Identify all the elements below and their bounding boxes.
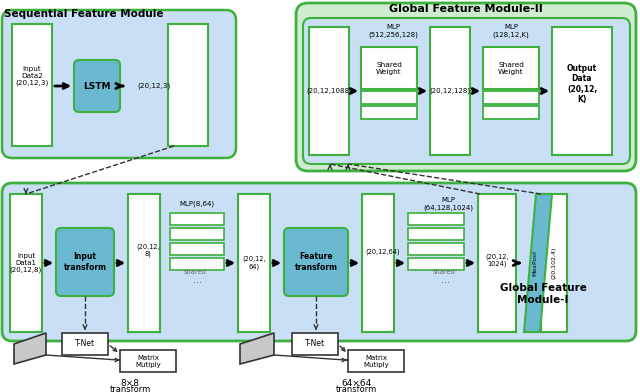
Text: ...: ... <box>442 275 451 285</box>
FancyBboxPatch shape <box>2 10 236 158</box>
Bar <box>170 258 224 270</box>
Bar <box>128 194 160 332</box>
FancyBboxPatch shape <box>303 18 630 164</box>
Text: shared: shared <box>433 269 456 275</box>
FancyBboxPatch shape <box>296 3 636 171</box>
Polygon shape <box>240 333 274 364</box>
Text: (20,12,
8): (20,12, 8) <box>136 243 160 257</box>
FancyBboxPatch shape <box>2 183 636 341</box>
Text: (20,12,
1024): (20,12, 1024) <box>485 253 509 267</box>
Text: MLP
(64,128,1024): MLP (64,128,1024) <box>423 197 473 211</box>
Text: (20,12,1088): (20,12,1088) <box>306 88 352 94</box>
Text: Output
Data
(20,12,
K): Output Data (20,12, K) <box>567 64 597 104</box>
Bar <box>478 194 516 332</box>
Bar <box>170 213 224 225</box>
Text: Input
transform: Input transform <box>63 252 106 272</box>
Bar <box>238 194 270 332</box>
Bar <box>541 194 567 332</box>
Bar <box>62 333 108 355</box>
Bar <box>408 213 464 225</box>
Text: T-Net: T-Net <box>75 339 95 348</box>
Text: 64×64: 64×64 <box>341 379 371 388</box>
Bar <box>12 24 52 146</box>
Text: Input
Data2
(20,12,3): Input Data2 (20,12,3) <box>15 66 49 86</box>
Text: Matrix
Mutiply: Matrix Mutiply <box>135 354 161 368</box>
Bar <box>483 47 539 89</box>
Polygon shape <box>14 333 46 364</box>
Text: Shared
Weight: Shared Weight <box>376 62 402 74</box>
Text: LSTM: LSTM <box>83 82 111 91</box>
Bar <box>552 27 612 155</box>
Text: shared: shared <box>184 269 207 275</box>
Text: Feature
transform: Feature transform <box>294 252 337 272</box>
Bar <box>120 350 176 372</box>
Text: MLP(8,64): MLP(8,64) <box>179 201 214 207</box>
Bar <box>170 228 224 240</box>
Text: (20,12,
64): (20,12, 64) <box>243 256 266 270</box>
Text: (20,12,64): (20,12,64) <box>365 249 400 255</box>
Text: T-Net: T-Net <box>305 339 325 348</box>
Text: Sequential Feature Module: Sequential Feature Module <box>4 9 163 19</box>
FancyBboxPatch shape <box>56 228 114 296</box>
Bar <box>483 91 539 104</box>
Bar <box>430 27 470 155</box>
Text: ...: ... <box>193 275 202 285</box>
Polygon shape <box>524 194 552 332</box>
Bar <box>10 194 42 332</box>
Bar <box>408 258 464 270</box>
Bar <box>348 350 404 372</box>
Bar <box>408 243 464 255</box>
Text: 8×8: 8×8 <box>120 379 140 388</box>
Text: transform: transform <box>335 385 376 392</box>
Text: MLP
(128,12,K): MLP (128,12,K) <box>493 24 529 38</box>
Bar <box>362 194 394 332</box>
Bar <box>292 333 338 355</box>
Bar <box>361 91 417 104</box>
FancyBboxPatch shape <box>284 228 348 296</box>
Bar <box>309 27 349 155</box>
FancyBboxPatch shape <box>74 60 120 112</box>
Bar <box>483 106 539 119</box>
Text: (20,12,128): (20,12,128) <box>429 88 470 94</box>
Bar <box>170 243 224 255</box>
Bar <box>168 24 208 146</box>
Text: Matrix
Mutiply: Matrix Mutiply <box>363 354 389 368</box>
Text: (20,12,3): (20,12,3) <box>138 83 171 89</box>
Bar <box>408 228 464 240</box>
Bar <box>361 106 417 119</box>
Text: transform: transform <box>109 385 150 392</box>
Text: Input
Data1
(20,12,8): Input Data1 (20,12,8) <box>10 253 42 273</box>
Text: Global Feature
Module-I: Global Feature Module-I <box>500 283 586 305</box>
Text: (20,102,4): (20,102,4) <box>552 247 557 279</box>
Text: MaxPool: MaxPool <box>532 250 538 276</box>
Text: Shared
Weight: Shared Weight <box>498 62 524 74</box>
Text: Global Feature Module-II: Global Feature Module-II <box>389 4 543 14</box>
Text: MLP
(512,256,128): MLP (512,256,128) <box>368 24 418 38</box>
Bar <box>361 47 417 89</box>
